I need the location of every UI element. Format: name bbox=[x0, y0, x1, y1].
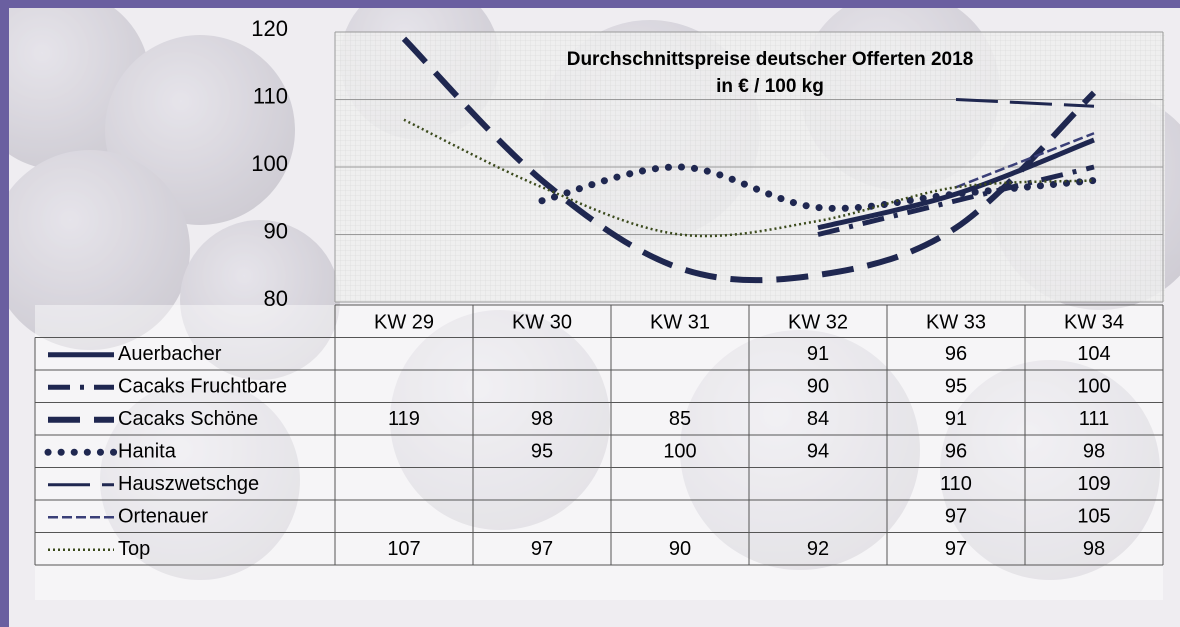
x-tick-label: KW 32 bbox=[788, 312, 848, 334]
table-value: 95 bbox=[945, 376, 967, 398]
table-value: 100 bbox=[663, 441, 696, 463]
table-value: 111 bbox=[1079, 408, 1109, 430]
table-value: 96 bbox=[945, 343, 967, 365]
table-value: 100 bbox=[1077, 376, 1110, 398]
chart: Durchschnittspreise deutscher Offerten 2… bbox=[0, 0, 1180, 627]
table-value: 90 bbox=[669, 538, 691, 560]
table-value: 110 bbox=[940, 473, 972, 495]
table-value: 97 bbox=[945, 538, 967, 560]
table-value: 97 bbox=[531, 538, 553, 560]
chart-title: Durchschnittspreise deutscher Offerten 2… bbox=[567, 49, 974, 70]
table-value: 95 bbox=[531, 441, 553, 463]
table-value: 90 bbox=[807, 376, 829, 398]
table-value: 105 bbox=[1077, 506, 1110, 528]
left-strip bbox=[0, 0, 9, 627]
x-tick-label: KW 29 bbox=[374, 312, 434, 334]
y-tick-label: 90 bbox=[264, 218, 288, 243]
top-strip bbox=[0, 0, 1180, 8]
table-value: 97 bbox=[945, 506, 967, 528]
y-tick-label: 110 bbox=[253, 83, 288, 108]
table-value: 104 bbox=[1077, 343, 1110, 365]
legend-label: Cacaks Schöne bbox=[118, 408, 258, 430]
x-tick-label: KW 30 bbox=[512, 312, 572, 334]
table-value: 98 bbox=[531, 408, 553, 430]
table-value: 85 bbox=[669, 408, 691, 430]
table-value: 98 bbox=[1083, 441, 1105, 463]
table-value: 96 bbox=[945, 441, 967, 463]
x-tick-label: KW 33 bbox=[926, 312, 986, 334]
table-value: 98 bbox=[1083, 538, 1105, 560]
table-value: 91 bbox=[807, 343, 829, 365]
y-tick-label: 120 bbox=[251, 16, 288, 41]
legend-label: Hauszwetschge bbox=[118, 473, 259, 495]
table-value: 107 bbox=[387, 538, 420, 560]
table-value: 109 bbox=[1077, 473, 1110, 495]
x-tick-label: KW 31 bbox=[650, 312, 710, 334]
legend-label: Auerbacher bbox=[118, 343, 222, 365]
chart-subtitle: in € / 100 kg bbox=[716, 76, 824, 97]
legend-label: Ortenauer bbox=[118, 506, 208, 528]
legend-label: Cacaks Fruchtbare bbox=[118, 376, 287, 398]
table-value: 84 bbox=[807, 408, 829, 430]
x-tick-label: KW 34 bbox=[1064, 312, 1124, 334]
table-value: 119 bbox=[388, 408, 420, 430]
y-tick-label: 100 bbox=[251, 151, 288, 176]
table-value: 94 bbox=[807, 441, 829, 463]
legend-label: Hanita bbox=[118, 441, 177, 463]
table-value: 91 bbox=[945, 408, 967, 430]
y-tick-label: 80 bbox=[264, 286, 288, 311]
table-value: 92 bbox=[807, 538, 829, 560]
legend-label: Top bbox=[118, 538, 150, 560]
